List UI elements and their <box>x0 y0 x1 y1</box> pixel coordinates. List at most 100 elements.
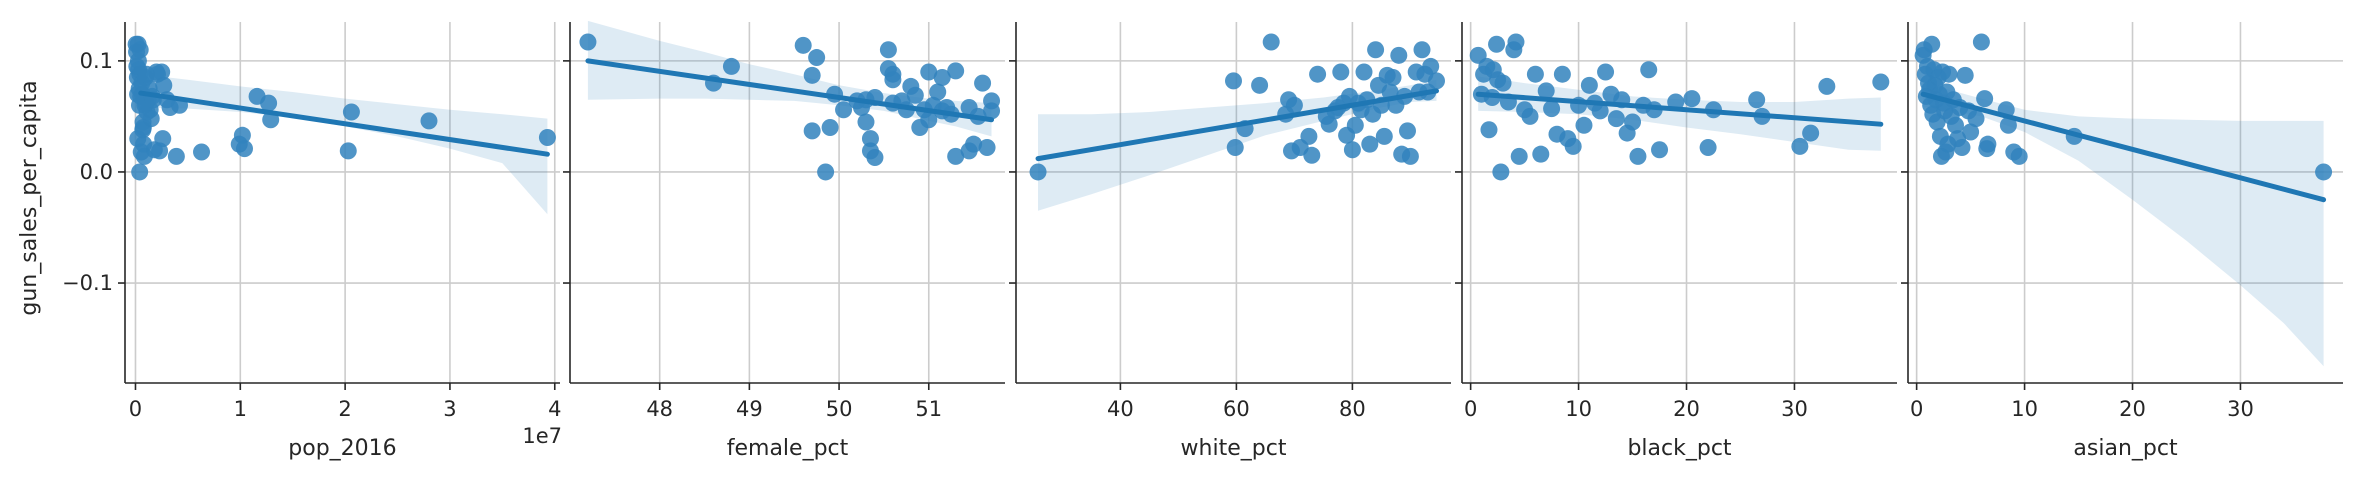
data-point <box>538 129 556 147</box>
data-point <box>235 140 253 158</box>
data-point <box>154 130 172 148</box>
data-point <box>1251 76 1269 94</box>
data-point <box>884 71 902 89</box>
data-point <box>1399 122 1416 140</box>
data-point <box>1226 139 1244 157</box>
data-point <box>1597 63 1615 81</box>
data-point <box>794 36 812 54</box>
x-tick-label: 10 <box>2011 397 2038 421</box>
data-point <box>1553 65 1571 83</box>
data-point <box>1791 137 1809 155</box>
data-point <box>1384 69 1402 87</box>
data-point <box>866 149 884 167</box>
data-point <box>1480 121 1498 139</box>
data-point <box>803 122 821 140</box>
data-point <box>1872 73 1890 91</box>
data-point <box>2010 147 2028 165</box>
data-point <box>1492 163 1510 181</box>
data-point <box>1940 65 1958 83</box>
x-tick-label: 49 <box>736 397 763 421</box>
data-point <box>1361 135 1379 153</box>
data-point <box>1575 116 1593 134</box>
confidence-band <box>1923 82 2324 367</box>
data-point <box>947 62 965 80</box>
facet-panel: 0 10 20 30 asian_pct <box>1901 22 2343 461</box>
data-point <box>1526 65 1544 83</box>
data-point <box>1422 57 1440 75</box>
y-axis-label: gun_sales_per_capita <box>17 80 42 315</box>
data-point <box>861 130 879 148</box>
data-point <box>579 33 597 51</box>
x-tick-label: 60 <box>1223 397 1250 421</box>
data-point <box>983 102 1001 120</box>
data-point <box>929 83 947 101</box>
data-point <box>1953 139 1971 157</box>
x-axis-label: white_pct <box>1181 436 1287 461</box>
data-point <box>920 63 938 81</box>
x-tick-label: 50 <box>826 397 853 421</box>
data-point <box>1564 137 1582 155</box>
data-point <box>1640 61 1658 79</box>
data-point <box>1346 116 1364 134</box>
x-tick-label: 4 <box>548 397 561 421</box>
data-point <box>1494 74 1512 92</box>
data-point <box>857 113 875 131</box>
data-point <box>1309 65 1327 83</box>
data-point <box>1748 91 1766 109</box>
data-point <box>2315 163 2333 181</box>
data-point <box>1923 35 1941 53</box>
data-point <box>1818 77 1836 95</box>
data-point <box>131 41 149 59</box>
facet-panel: 0 1 2 3 4 −0.1 0.0 0.1 pop_2016 1e7 <box>62 22 562 461</box>
x-axis-label: female_pct <box>727 436 849 461</box>
data-point <box>1956 66 1974 84</box>
x-offset-label: 1e7 <box>522 424 562 448</box>
data-point <box>167 147 185 165</box>
data-point <box>1262 33 1280 51</box>
data-point <box>1979 135 1997 153</box>
data-point <box>1967 110 1985 128</box>
facet-panel: 40 60 80 white_pct <box>1009 22 1451 461</box>
data-point <box>233 126 251 144</box>
data-point <box>835 101 853 119</box>
data-point <box>821 119 839 137</box>
data-point <box>339 142 357 160</box>
data-point <box>155 76 173 94</box>
x-tick-label: 30 <box>2227 397 2254 421</box>
x-tick-label: 0 <box>1910 397 1923 421</box>
data-point <box>1976 90 1994 108</box>
x-axis-label: asian_pct <box>2073 436 2178 461</box>
data-point <box>1343 141 1361 159</box>
data-point <box>1225 72 1242 90</box>
data-point <box>1607 110 1625 128</box>
data-point <box>1332 63 1350 81</box>
data-point <box>1367 41 1385 59</box>
data-point <box>1629 147 1647 165</box>
x-tick-label: 0 <box>1464 397 1477 421</box>
x-axis-label: pop_2016 <box>288 436 396 461</box>
y-tick-label: 0.0 <box>80 160 113 184</box>
data-point <box>1699 139 1717 157</box>
data-point <box>1510 147 1528 165</box>
data-point <box>420 112 438 130</box>
x-tick-label: 1 <box>234 397 247 421</box>
data-point <box>1320 115 1338 133</box>
x-tick-label: 80 <box>1339 397 1366 421</box>
data-point <box>1413 41 1431 59</box>
data-point <box>817 163 835 181</box>
data-point <box>1300 127 1318 145</box>
y-tick-label: 0.1 <box>80 49 113 73</box>
x-tick-label: 10 <box>1565 397 1592 421</box>
data-point <box>193 143 211 161</box>
data-point <box>1802 124 1820 142</box>
data-point <box>1401 147 1419 165</box>
facet-panel: 48 49 50 51 female_pct <box>563 20 1005 461</box>
x-tick-label: 2 <box>338 397 351 421</box>
data-point <box>1962 123 1980 141</box>
data-point <box>1507 33 1525 51</box>
data-point <box>1999 116 2017 134</box>
data-point <box>1591 102 1609 120</box>
data-point <box>1390 46 1408 64</box>
data-point <box>1543 100 1561 118</box>
